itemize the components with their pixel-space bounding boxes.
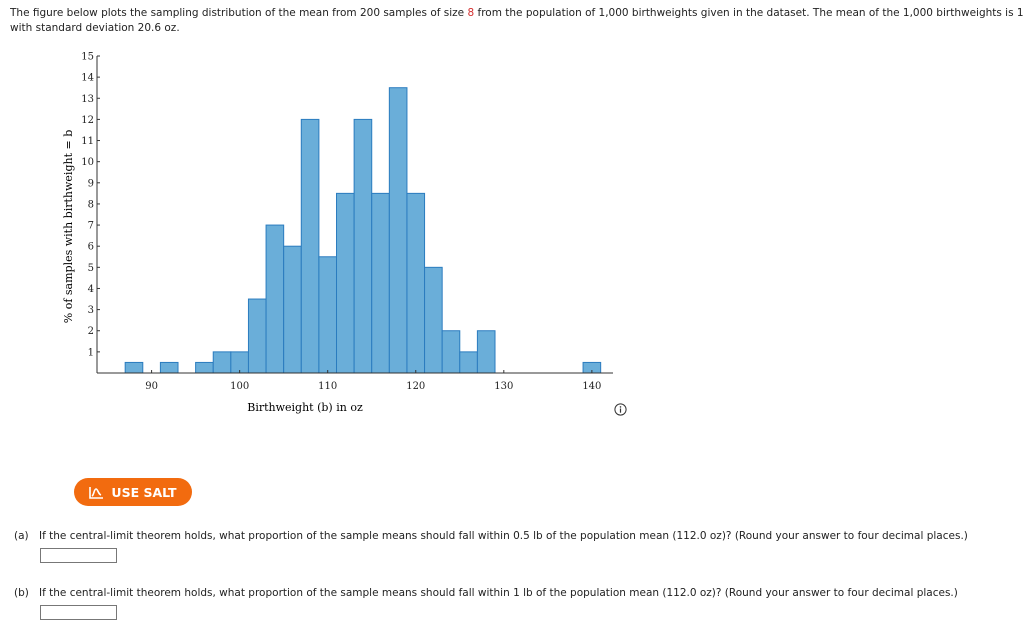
x-axis-label: Birthweight (b) in oz (247, 401, 363, 414)
salt-chart-icon (89, 486, 104, 499)
histogram-bar (230, 351, 249, 374)
histogram-bar (424, 266, 443, 374)
y-tick-label: 7 (88, 221, 94, 232)
intro-line-2: with standard deviation 20.6 oz. (10, 22, 180, 34)
histogram-bar (265, 224, 285, 374)
use-salt-button[interactable]: USE SALT (74, 478, 192, 506)
histogram-bar (353, 118, 373, 374)
histogram-bar (459, 351, 478, 374)
question-a-label: (a) (14, 530, 29, 542)
question-a: (a) If the central-limit theorem holds, w… (14, 529, 968, 543)
histogram-bar (388, 87, 408, 374)
info-icon[interactable] (614, 403, 627, 416)
question-b-text: If the central-limit theorem holds, what… (39, 587, 958, 599)
y-tick-label: 12 (81, 115, 94, 126)
y-tick-label: 8 (88, 199, 94, 210)
intro-text-2: from the population of 1,000 birthweight… (474, 7, 1024, 19)
y-tick-label: 5 (88, 263, 94, 274)
histogram-bar (124, 361, 144, 374)
histogram-bar (212, 351, 232, 374)
y-tick-label: 4 (88, 284, 94, 295)
use-salt-label: USE SALT (111, 484, 177, 500)
histogram-bar (195, 361, 214, 374)
histogram-bar (300, 118, 320, 374)
histogram-bar (247, 298, 267, 374)
answer-b-input[interactable] (40, 605, 117, 620)
intro-line-1: The figure below plots the sampling dist… (10, 6, 1024, 21)
histogram-bar (159, 361, 179, 374)
y-tick-label: 3 (88, 305, 94, 316)
y-tick-label: 2 (88, 326, 94, 337)
histogram-bar (476, 330, 496, 374)
histogram-bar (406, 192, 426, 374)
x-tick-label: 130 (494, 381, 513, 392)
question-b: (b) If the central-limit theorem holds, w… (14, 586, 958, 600)
y-tick-label: 13 (81, 94, 94, 105)
y-axis-label: % of samples with birthweight = b (62, 130, 75, 323)
histogram-bar (336, 192, 355, 374)
sample-size-value: 8 (467, 7, 475, 19)
y-tick-label: 11 (81, 136, 94, 147)
question-a-text: If the central-limit theorem holds, what… (39, 530, 968, 542)
y-tick-label: 1 (88, 347, 94, 358)
y-tick-label: 14 (81, 73, 94, 84)
histogram-bar (318, 256, 338, 374)
x-tick-label: 140 (582, 381, 601, 392)
y-tick-label: 9 (88, 178, 94, 189)
question-b-label: (b) (14, 587, 29, 599)
y-tick-label: 10 (81, 157, 94, 168)
x-tick-label: 100 (230, 381, 249, 392)
histogram-bar (441, 330, 461, 374)
intro-text-1: The figure below plots the sampling dist… (10, 7, 468, 19)
x-tick-label: 90 (145, 381, 158, 392)
problem-intro: The figure below plots the sampling dist… (10, 6, 1024, 36)
x-tick-label: 120 (406, 381, 425, 392)
histogram-bar (371, 192, 390, 374)
x-tick-label: 110 (318, 381, 337, 392)
bars-group (124, 87, 602, 374)
y-tick-label: 6 (88, 242, 94, 253)
y-tick-label: 15 (81, 52, 94, 63)
answer-a-input[interactable] (40, 548, 117, 563)
histogram-bar (283, 245, 302, 374)
